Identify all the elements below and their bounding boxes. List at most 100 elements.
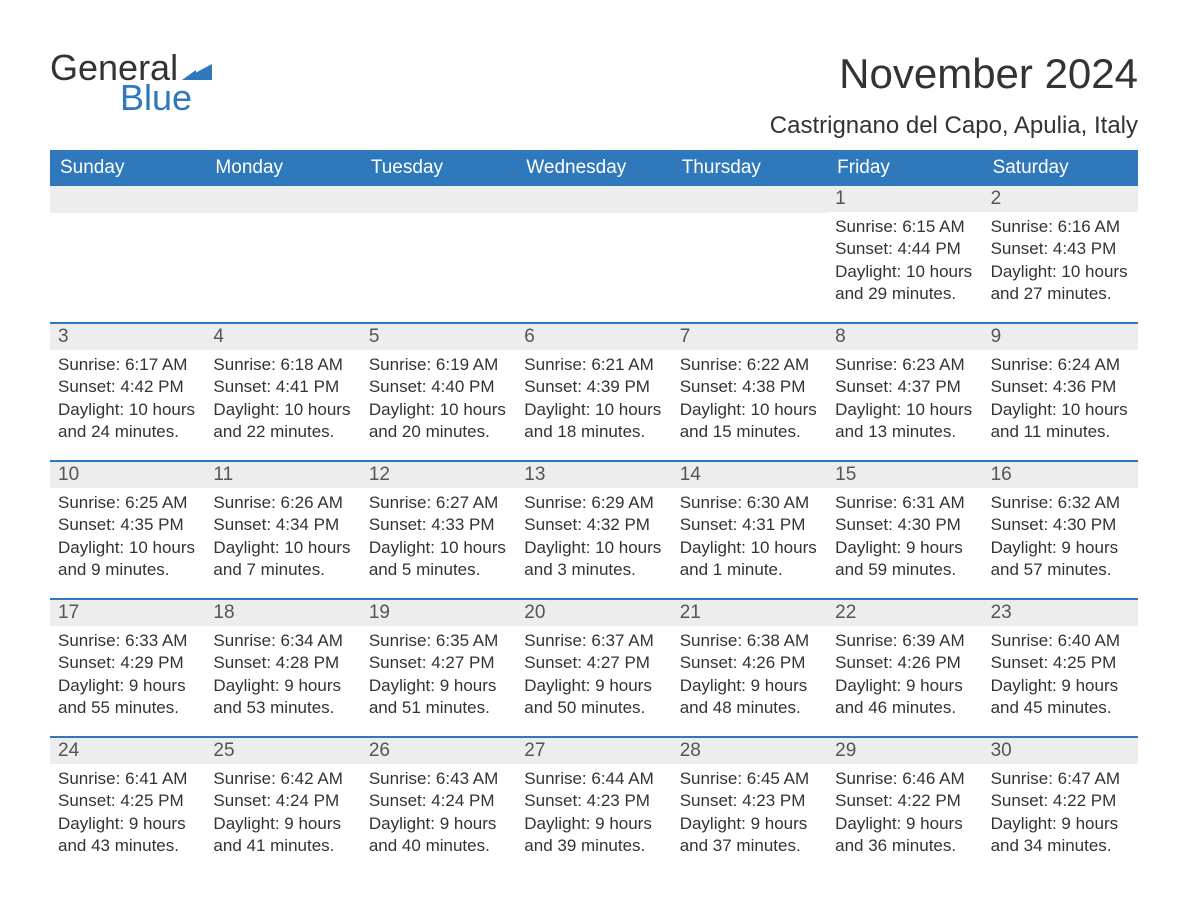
day-number: 22 <box>827 600 982 626</box>
empty-day <box>361 186 516 213</box>
daylight-text-2: and 34 minutes. <box>991 835 1130 857</box>
week-row: 10Sunrise: 6:25 AMSunset: 4:35 PMDayligh… <box>50 460 1138 598</box>
sunrise-text: Sunrise: 6:24 AM <box>991 354 1130 376</box>
day-number: 29 <box>827 738 982 764</box>
sunset-text: Sunset: 4:32 PM <box>524 514 663 536</box>
daylight-text-1: Daylight: 10 hours <box>680 399 819 421</box>
sunset-text: Sunset: 4:30 PM <box>991 514 1130 536</box>
day-cell: 15Sunrise: 6:31 AMSunset: 4:30 PMDayligh… <box>827 462 982 598</box>
daylight-text-1: Daylight: 10 hours <box>680 537 819 559</box>
sunrise-text: Sunrise: 6:29 AM <box>524 492 663 514</box>
day-number: 10 <box>50 462 205 488</box>
day-cell: 27Sunrise: 6:44 AMSunset: 4:23 PMDayligh… <box>516 738 671 874</box>
daylight-text-2: and 53 minutes. <box>213 697 352 719</box>
day-cell: 16Sunrise: 6:32 AMSunset: 4:30 PMDayligh… <box>983 462 1138 598</box>
sunrise-text: Sunrise: 6:30 AM <box>680 492 819 514</box>
weekday-label: Monday <box>205 150 360 186</box>
daylight-text-2: and 11 minutes. <box>991 421 1130 443</box>
sunrise-text: Sunrise: 6:15 AM <box>835 216 974 238</box>
day-cell <box>361 186 516 322</box>
sunset-text: Sunset: 4:29 PM <box>58 652 197 674</box>
daylight-text-1: Daylight: 10 hours <box>835 261 974 283</box>
day-cell <box>50 186 205 322</box>
sunset-text: Sunset: 4:36 PM <box>991 376 1130 398</box>
sunrise-text: Sunrise: 6:46 AM <box>835 768 974 790</box>
sunrise-text: Sunrise: 6:27 AM <box>369 492 508 514</box>
day-cell <box>205 186 360 322</box>
daylight-text-2: and 22 minutes. <box>213 421 352 443</box>
day-cell <box>516 186 671 322</box>
sunrise-text: Sunrise: 6:16 AM <box>991 216 1130 238</box>
sunset-text: Sunset: 4:28 PM <box>213 652 352 674</box>
day-body: Sunrise: 6:44 AMSunset: 4:23 PMDaylight:… <box>516 764 671 868</box>
day-number: 14 <box>672 462 827 488</box>
sunset-text: Sunset: 4:33 PM <box>369 514 508 536</box>
day-cell: 9Sunrise: 6:24 AMSunset: 4:36 PMDaylight… <box>983 324 1138 460</box>
day-number: 12 <box>361 462 516 488</box>
day-cell: 22Sunrise: 6:39 AMSunset: 4:26 PMDayligh… <box>827 600 982 736</box>
weekday-label: Wednesday <box>516 150 671 186</box>
day-body: Sunrise: 6:39 AMSunset: 4:26 PMDaylight:… <box>827 626 982 730</box>
day-body: Sunrise: 6:30 AMSunset: 4:31 PMDaylight:… <box>672 488 827 592</box>
day-cell: 1Sunrise: 6:15 AMSunset: 4:44 PMDaylight… <box>827 186 982 322</box>
sunset-text: Sunset: 4:31 PM <box>680 514 819 536</box>
daylight-text-2: and 15 minutes. <box>680 421 819 443</box>
day-number: 21 <box>672 600 827 626</box>
daylight-text-1: Daylight: 9 hours <box>835 675 974 697</box>
daylight-text-2: and 13 minutes. <box>835 421 974 443</box>
sunset-text: Sunset: 4:38 PM <box>680 376 819 398</box>
day-cell: 13Sunrise: 6:29 AMSunset: 4:32 PMDayligh… <box>516 462 671 598</box>
day-body: Sunrise: 6:27 AMSunset: 4:33 PMDaylight:… <box>361 488 516 592</box>
daylight-text-2: and 20 minutes. <box>369 421 508 443</box>
sunset-text: Sunset: 4:35 PM <box>58 514 197 536</box>
day-number: 1 <box>827 186 982 212</box>
day-body: Sunrise: 6:26 AMSunset: 4:34 PMDaylight:… <box>205 488 360 592</box>
day-cell: 28Sunrise: 6:45 AMSunset: 4:23 PMDayligh… <box>672 738 827 874</box>
day-body: Sunrise: 6:22 AMSunset: 4:38 PMDaylight:… <box>672 350 827 454</box>
day-cell: 8Sunrise: 6:23 AMSunset: 4:37 PMDaylight… <box>827 324 982 460</box>
sunrise-text: Sunrise: 6:22 AM <box>680 354 819 376</box>
day-cell: 20Sunrise: 6:37 AMSunset: 4:27 PMDayligh… <box>516 600 671 736</box>
logo-word-blue: Blue <box>120 80 192 116</box>
day-number: 11 <box>205 462 360 488</box>
daylight-text-1: Daylight: 10 hours <box>213 399 352 421</box>
daylight-text-2: and 50 minutes. <box>524 697 663 719</box>
week-row: 3Sunrise: 6:17 AMSunset: 4:42 PMDaylight… <box>50 322 1138 460</box>
sunset-text: Sunset: 4:23 PM <box>680 790 819 812</box>
daylight-text-2: and 46 minutes. <box>835 697 974 719</box>
sunrise-text: Sunrise: 6:44 AM <box>524 768 663 790</box>
day-cell: 21Sunrise: 6:38 AMSunset: 4:26 PMDayligh… <box>672 600 827 736</box>
sunrise-text: Sunrise: 6:26 AM <box>213 492 352 514</box>
daylight-text-1: Daylight: 10 hours <box>991 399 1130 421</box>
sunrise-text: Sunrise: 6:17 AM <box>58 354 197 376</box>
daylight-text-1: Daylight: 9 hours <box>58 813 197 835</box>
day-body: Sunrise: 6:46 AMSunset: 4:22 PMDaylight:… <box>827 764 982 868</box>
daylight-text-1: Daylight: 10 hours <box>835 399 974 421</box>
sunset-text: Sunset: 4:34 PM <box>213 514 352 536</box>
daylight-text-1: Daylight: 10 hours <box>369 537 508 559</box>
daylight-text-2: and 41 minutes. <box>213 835 352 857</box>
day-cell: 6Sunrise: 6:21 AMSunset: 4:39 PMDaylight… <box>516 324 671 460</box>
sunrise-text: Sunrise: 6:45 AM <box>680 768 819 790</box>
day-number: 6 <box>516 324 671 350</box>
daylight-text-1: Daylight: 10 hours <box>991 261 1130 283</box>
weekday-label: Saturday <box>983 150 1138 186</box>
day-number: 4 <box>205 324 360 350</box>
sunset-text: Sunset: 4:25 PM <box>58 790 197 812</box>
daylight-text-2: and 57 minutes. <box>991 559 1130 581</box>
sunset-text: Sunset: 4:22 PM <box>991 790 1130 812</box>
weekday-label: Sunday <box>50 150 205 186</box>
calendar-page: General Blue November 2024 Castrignano d… <box>0 0 1188 914</box>
daylight-text-1: Daylight: 9 hours <box>835 537 974 559</box>
day-number: 7 <box>672 324 827 350</box>
day-number: 8 <box>827 324 982 350</box>
day-cell: 17Sunrise: 6:33 AMSunset: 4:29 PMDayligh… <box>50 600 205 736</box>
sunset-text: Sunset: 4:37 PM <box>835 376 974 398</box>
week-row: 1Sunrise: 6:15 AMSunset: 4:44 PMDaylight… <box>50 186 1138 322</box>
day-cell: 4Sunrise: 6:18 AMSunset: 4:41 PMDaylight… <box>205 324 360 460</box>
daylight-text-1: Daylight: 9 hours <box>991 675 1130 697</box>
day-body: Sunrise: 6:34 AMSunset: 4:28 PMDaylight:… <box>205 626 360 730</box>
daylight-text-2: and 55 minutes. <box>58 697 197 719</box>
daylight-text-2: and 48 minutes. <box>680 697 819 719</box>
sunrise-text: Sunrise: 6:21 AM <box>524 354 663 376</box>
